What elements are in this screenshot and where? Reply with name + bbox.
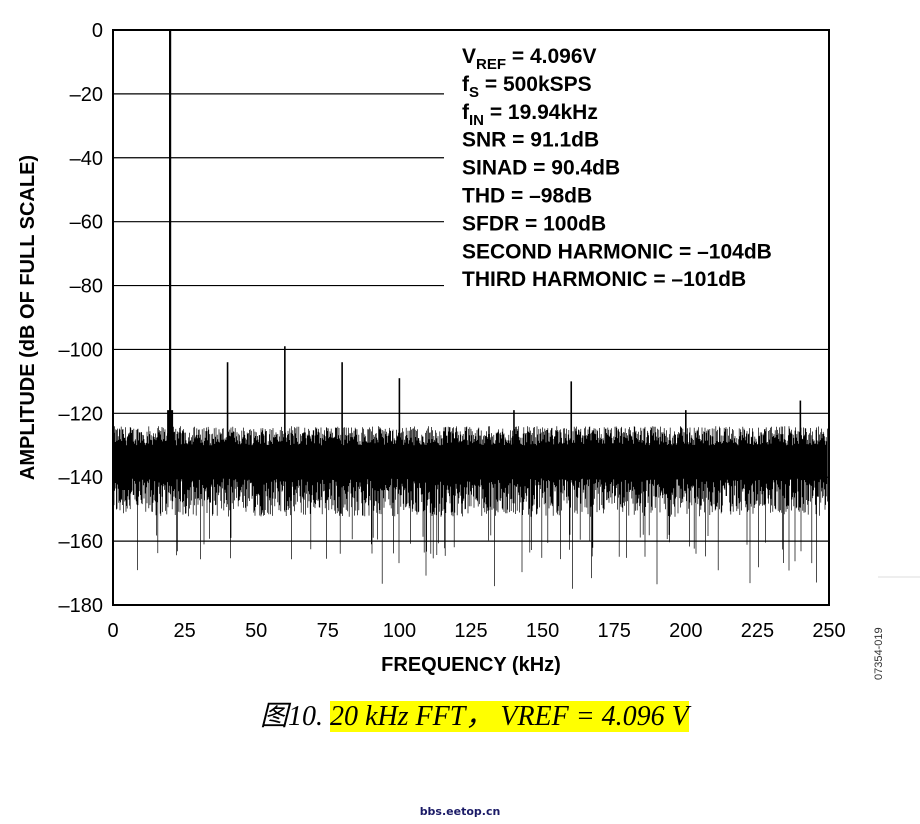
annotation-line: fS = 500kSPS <box>462 73 592 101</box>
x-axis-ticks: 0 25 50 75 100 125 150 175 200 225 250 <box>107 620 845 642</box>
spectral-peaks <box>167 30 802 452</box>
x-tick-label: 25 <box>173 620 195 642</box>
x-tick-label: 50 <box>245 620 267 642</box>
caption-prefix: 图10. <box>260 701 331 732</box>
annotation-line: THD = –98dB <box>462 185 592 208</box>
x-tick-label: 200 <box>669 620 702 642</box>
y-tick-label: –20 <box>70 84 103 106</box>
y-tick-label: –40 <box>70 148 103 170</box>
figure-caption: 图10. 20 kHz FFT， VREF = 4.096 V <box>260 694 689 734</box>
x-tick-label: 225 <box>741 620 774 642</box>
annotation-background <box>444 36 828 298</box>
figure-code: 07354-019 <box>873 627 885 680</box>
x-axis-label: FREQUENCY (kHz) <box>381 654 561 676</box>
y-axis-label: AMPLITUDE (dB OF FULL SCALE) <box>17 155 39 480</box>
annotation-line: THIRD HARMONIC = –101dB <box>462 268 746 291</box>
y-tick-label: –140 <box>59 467 104 489</box>
y-axis-ticks: 0 –20 –40 –60 –80 –100 –120 –140 –160 –180 <box>59 20 104 617</box>
plot-frame <box>112 29 830 606</box>
x-tick-label: 175 <box>598 620 631 642</box>
y-tick-label: –80 <box>70 276 103 298</box>
x-tick-label: 75 <box>317 620 339 642</box>
watermark: bbs.eetop.cn <box>419 805 501 818</box>
noise-floor <box>113 426 828 589</box>
y-tick-label: –180 <box>59 595 104 617</box>
caption-highlight: 20 kHz FFT， VREF = 4.096 V <box>330 701 689 732</box>
x-tick-label: 150 <box>526 620 559 642</box>
fundamental-skirt <box>167 410 174 452</box>
x-tick-label: 125 <box>454 620 487 642</box>
annotation-line: SNR = 91.1dB <box>462 129 599 152</box>
x-tick-label: 0 <box>107 620 118 642</box>
annotation-line: SINAD = 90.4dB <box>462 157 620 180</box>
x-tick-label: 250 <box>812 620 845 642</box>
y-tick-label: –120 <box>59 403 104 425</box>
x-tick-label: 100 <box>383 620 416 642</box>
y-tick-label: –60 <box>70 212 103 234</box>
annotation-line: SFDR = 100dB <box>462 212 606 235</box>
annotation-line: fIN = 19.94kHz <box>462 101 598 129</box>
annotation-line: VREF = 4.096V <box>462 45 597 73</box>
y-tick-label: 0 <box>92 20 103 42</box>
y-tick-label: –160 <box>59 531 104 553</box>
noise-trace <box>113 426 828 589</box>
y-tick-label: –100 <box>59 339 104 361</box>
annotation-line: SECOND HARMONIC = –104dB <box>462 240 772 263</box>
